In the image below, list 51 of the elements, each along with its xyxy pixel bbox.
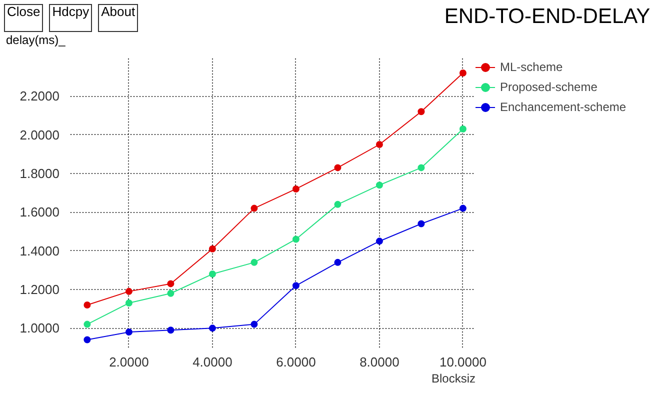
y-tick-label: 1.6000 [20, 204, 60, 220]
point [292, 282, 300, 290]
point [250, 259, 258, 266]
point [459, 70, 466, 77]
point [84, 320, 91, 328]
legend-label: ML-scheme [500, 60, 563, 74]
point [125, 328, 132, 336]
point [292, 236, 300, 243]
legend-label: Proposed-scheme [500, 80, 598, 94]
point [418, 220, 425, 228]
point [334, 259, 342, 266]
y-tick-label: 2.0000 [20, 127, 60, 142]
point [167, 326, 174, 334]
y-tick-label: 1.0000 [20, 320, 60, 336]
y-tick-label: 1.8000 [20, 166, 60, 182]
text: Close [7, 4, 40, 19]
point [459, 126, 466, 133]
point [376, 182, 383, 189]
point [208, 270, 216, 278]
y-tick-label: 2.2000 [20, 88, 60, 104]
point [334, 201, 342, 208]
point [418, 108, 425, 116]
point [167, 290, 174, 297]
y-axis-title: delay(ms)_ [6, 32, 66, 49]
x-tick-label: 6.0000 [276, 354, 316, 370]
text: END-TO-END-DELAY [444, 4, 650, 30]
point [418, 164, 425, 172]
y-tick-label: 1.4000 [20, 243, 60, 258]
point [334, 164, 342, 172]
x-axis-title: Blocksiz [431, 372, 476, 386]
point [125, 288, 132, 296]
x-tick-label: 4.0000 [192, 354, 232, 370]
legend-label: Enchancement-scheme [500, 100, 626, 114]
point [376, 238, 383, 245]
text: Hdcpy [52, 4, 90, 19]
text: About [101, 4, 136, 19]
point [167, 280, 174, 288]
x-tick-label: 10.0000 [439, 354, 486, 370]
point [208, 246, 216, 253]
point [250, 204, 258, 212]
point [292, 186, 300, 193]
point [208, 324, 216, 332]
point [84, 302, 91, 309]
point [250, 320, 258, 328]
point [125, 300, 132, 307]
x-tick-label: 2.0000 [109, 354, 149, 370]
point [459, 204, 466, 212]
point [376, 141, 383, 148]
y-tick-label: 1.2000 [20, 282, 60, 298]
x-tick-label: 8.0000 [360, 354, 400, 370]
point [84, 336, 91, 344]
